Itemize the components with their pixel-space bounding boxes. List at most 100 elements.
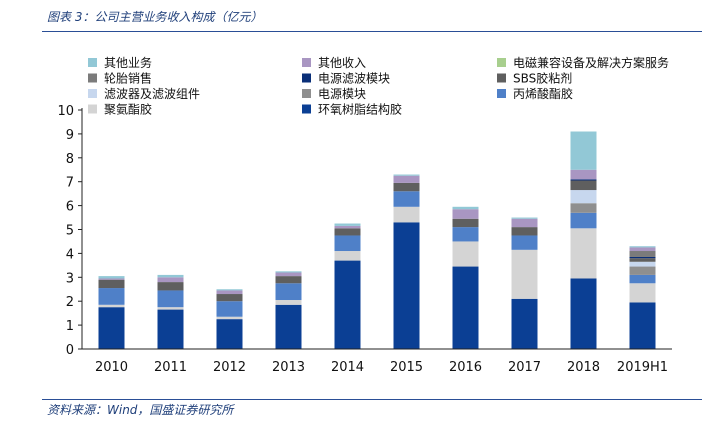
bar-2011-环氧树脂结构胶 xyxy=(157,309,184,349)
y-tick-label: 4 xyxy=(66,247,74,262)
y-tick-label: 9 xyxy=(66,128,74,143)
bar-2015-其他业务 xyxy=(393,174,420,176)
bar-2015-其他收入 xyxy=(393,175,420,183)
x-axis: 2010 2011 2012 2013 2014 2015 2016 2017 2018 2019… xyxy=(82,348,672,375)
bar-2011-丙烯酸酯胶 xyxy=(157,290,184,308)
bar-2015-环氧树脂结构胶 xyxy=(393,222,420,349)
legend-swatch xyxy=(497,89,506,98)
bars xyxy=(98,131,656,349)
bar-2019h1-其他业务 xyxy=(629,246,656,248)
bar-2018-环氧树脂结构胶 xyxy=(570,278,597,349)
bar-2015-丙烯酸酯胶 xyxy=(393,191,420,207)
legend-swatch xyxy=(88,73,97,83)
y-tick-label: 2 xyxy=(66,295,74,310)
bar-2011-聚氨酯胶 xyxy=(157,307,184,310)
bar-2017-丙烯酸酯胶 xyxy=(511,235,538,250)
x-tick-label: 2015 xyxy=(390,360,423,375)
bar-2018-丙烯酸酯胶 xyxy=(570,212,597,229)
bar-2019h1-丙烯酸酯胶 xyxy=(629,274,656,284)
legend-label: 环氧树脂结构胶 xyxy=(318,102,402,117)
bar-2013-聚氨酯胶 xyxy=(275,300,302,305)
legend-swatch xyxy=(302,89,311,98)
bar-2012-聚氨酯胶 xyxy=(216,316,243,320)
bar-2018-sbs胶粘剂 xyxy=(570,180,597,191)
figure-source: 资料来源：Wind，国盛证券研究所 xyxy=(47,403,234,417)
bar-2019h1-其他收入 xyxy=(629,247,656,252)
bar-2014-聚氨酯胶 xyxy=(334,251,361,261)
bar-2014-sbs胶粘剂 xyxy=(334,228,361,236)
bar-2017-其他收入 xyxy=(511,218,538,228)
legend-swatch xyxy=(497,73,506,83)
bar-2019h1-电源模块 xyxy=(629,266,656,275)
bar-2010-sbs胶粘剂 xyxy=(98,279,125,289)
legend-label: SBS胶粘剂 xyxy=(513,71,572,86)
y-axis: 0 1 2 3 4 5 6 7 8 9 10 xyxy=(57,104,83,358)
bar-2016-其他收入 xyxy=(452,209,479,219)
x-tick-label: 2011 xyxy=(154,360,187,375)
bar-2018-电源模块 xyxy=(570,203,597,213)
legend-item-其他业务: 其他业务 xyxy=(88,55,152,70)
legend-label: 电源滤波模块 xyxy=(318,72,390,86)
legend-item-轮胎销售: 轮胎销售 xyxy=(88,71,152,86)
bar-2014-丙烯酸酯胶 xyxy=(334,235,361,252)
legend-item-聚氨酯胶: 聚氨酯胶 xyxy=(88,102,152,117)
bar-2010-聚氨酯胶 xyxy=(98,304,125,308)
bar-2019h1-滤波器及滤波组件 xyxy=(629,261,656,267)
x-tick-label: 2018 xyxy=(567,360,600,375)
bar-2019h1-电源滤波模块 xyxy=(629,256,656,259)
bar-2018-其他收入 xyxy=(570,169,597,180)
bar-2018-滤波器及滤波组件 xyxy=(570,190,597,204)
bar-2011-其他业务 xyxy=(157,274,184,278)
bar-2013-丙烯酸酯胶 xyxy=(275,283,302,301)
y-tick-label: 7 xyxy=(66,176,74,191)
bar-2019h1-环氧树脂结构胶 xyxy=(629,302,656,349)
legend-item-丙烯酸酯胶: 丙烯酸酯胶 xyxy=(497,86,573,101)
top-rule xyxy=(42,31,702,32)
y-tick-label: 6 xyxy=(66,200,74,215)
bar-2016-环氧树脂结构胶 xyxy=(452,266,479,349)
legend-item-电磁兼容设备及解决方案服务: 电磁兼容设备及解决方案服务 xyxy=(497,55,669,70)
legend-swatch xyxy=(497,58,506,67)
bar-2019h1-聚氨酯胶 xyxy=(629,283,656,303)
figure-title: 图表 3：公司主营业务收入构成（亿元） xyxy=(47,10,263,24)
bar-2016-聚氨酯胶 xyxy=(452,241,479,267)
bar-2012-sbs胶粘剂 xyxy=(216,294,243,302)
legend-item-sbs胶粘剂: SBS胶粘剂 xyxy=(497,71,572,86)
x-tick-label: 2017 xyxy=(508,360,541,375)
bar-2013-环氧树脂结构胶 xyxy=(275,304,302,349)
bar-2018-聚氨酯胶 xyxy=(570,228,597,279)
bar-2012-环氧树脂结构胶 xyxy=(216,319,243,349)
bar-2011-其他收入 xyxy=(157,277,184,283)
bar-2018-电源滤波模块 xyxy=(570,179,597,181)
x-tick-label: 2016 xyxy=(449,360,482,375)
x-tick-label: 2019H1 xyxy=(617,360,668,375)
legend-swatch xyxy=(302,73,311,83)
bar-2013-sbs胶粘剂 xyxy=(275,276,302,284)
legend-swatch xyxy=(88,58,97,67)
legend-item-电源滤波模块: 电源滤波模块 xyxy=(302,72,390,86)
bar-2012-其他业务 xyxy=(216,289,243,291)
bar-2017-聚氨酯胶 xyxy=(511,249,538,299)
legend-label: 其他业务 xyxy=(104,55,152,70)
bar-2011-sbs胶粘剂 xyxy=(157,282,184,291)
bar-2017-环氧树脂结构胶 xyxy=(511,298,538,349)
legend-label: 轮胎销售 xyxy=(104,71,152,86)
bar-2016-其他业务 xyxy=(452,206,479,210)
legend-label: 聚氨酯胶 xyxy=(104,102,152,117)
y-tick-label: 1 xyxy=(66,319,74,334)
bar-2018-其他业务 xyxy=(570,131,597,170)
y-tick-label: 3 xyxy=(66,271,74,286)
bar-2019h1-sbs胶粘剂 xyxy=(629,258,656,262)
x-tick-label: 2012 xyxy=(213,360,246,375)
bar-2016-丙烯酸酯胶 xyxy=(452,227,479,242)
bar-2012-丙烯酸酯胶 xyxy=(216,301,243,317)
bar-2013-其他收入 xyxy=(275,272,302,277)
legend-swatch xyxy=(88,104,97,114)
bar-2010-环氧树脂结构胶 xyxy=(98,307,125,349)
y-tick-label: 0 xyxy=(66,343,74,358)
bar-2017-其他业务 xyxy=(511,217,538,219)
legend-item-其他收入: 其他收入 xyxy=(302,56,366,70)
legend-swatch xyxy=(302,58,311,67)
